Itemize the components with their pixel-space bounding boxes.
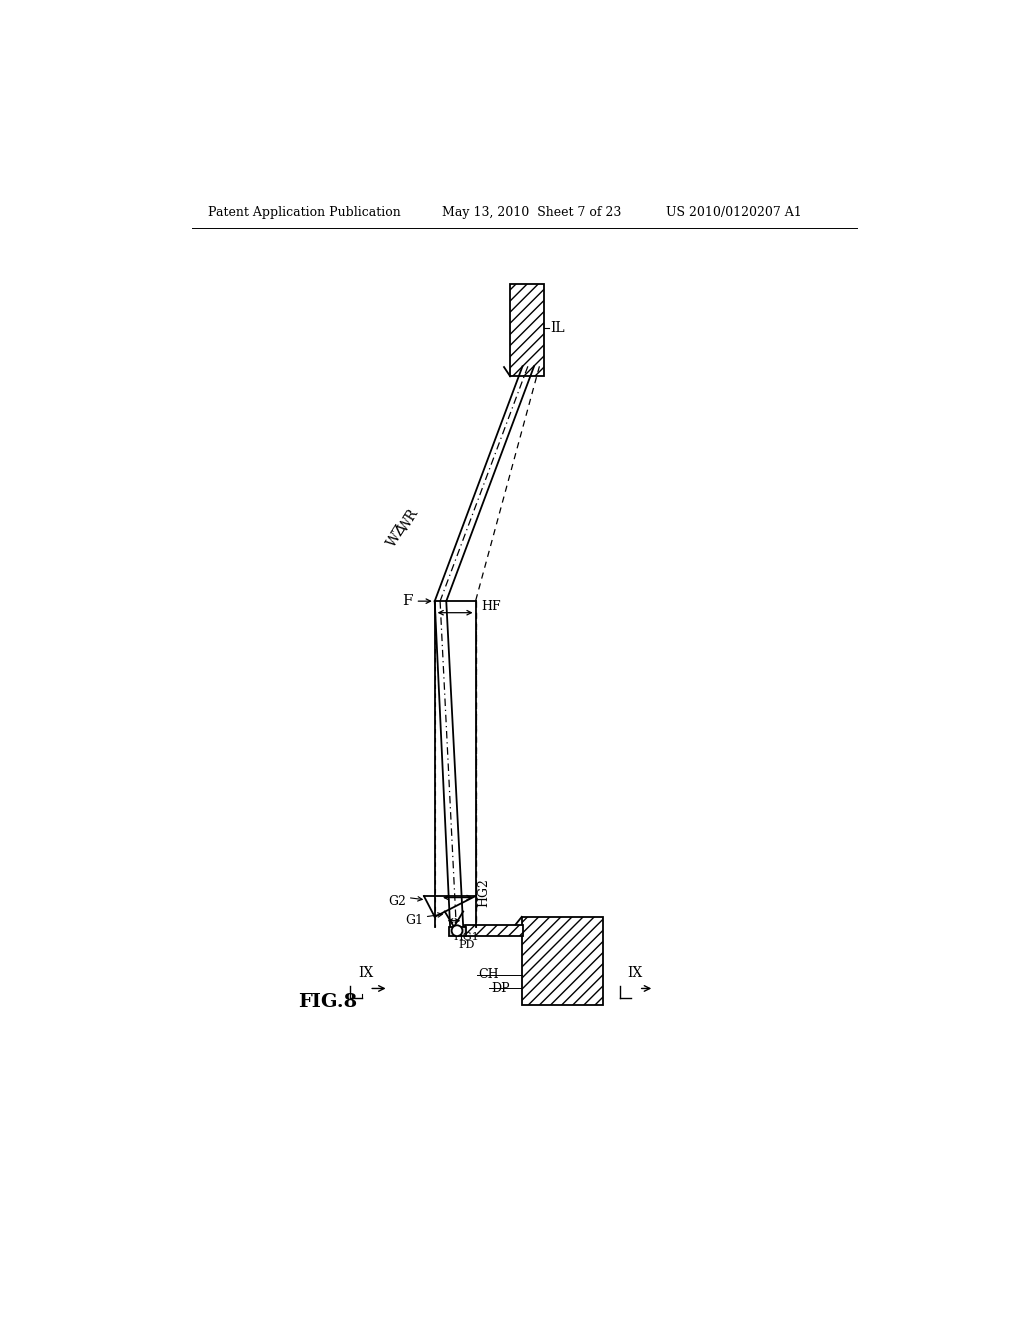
Circle shape — [452, 925, 463, 936]
Text: G1: G1 — [406, 915, 423, 927]
Polygon shape — [449, 927, 466, 936]
Text: HG2: HG2 — [477, 878, 490, 907]
Text: G2: G2 — [388, 895, 407, 908]
Text: Patent Application Publication: Patent Application Publication — [208, 206, 400, 219]
Text: FIG.8: FIG.8 — [298, 993, 357, 1011]
Text: DP: DP — [490, 982, 510, 995]
Text: HF: HF — [481, 601, 501, 612]
Polygon shape — [510, 284, 544, 376]
Text: May 13, 2010  Sheet 7 of 23: May 13, 2010 Sheet 7 of 23 — [442, 206, 622, 219]
Text: IX: IX — [357, 966, 373, 979]
Polygon shape — [465, 924, 523, 936]
Text: F: F — [401, 594, 413, 609]
Text: CH: CH — [478, 968, 500, 981]
Text: HG1: HG1 — [454, 932, 479, 942]
Polygon shape — [521, 917, 602, 1006]
Text: PD: PD — [458, 940, 474, 950]
Text: IL: IL — [550, 321, 565, 335]
Text: WR: WR — [396, 506, 422, 535]
Text: US 2010/0120207 A1: US 2010/0120207 A1 — [666, 206, 802, 219]
Text: IX: IX — [628, 966, 642, 979]
Text: WZ: WZ — [385, 521, 410, 549]
